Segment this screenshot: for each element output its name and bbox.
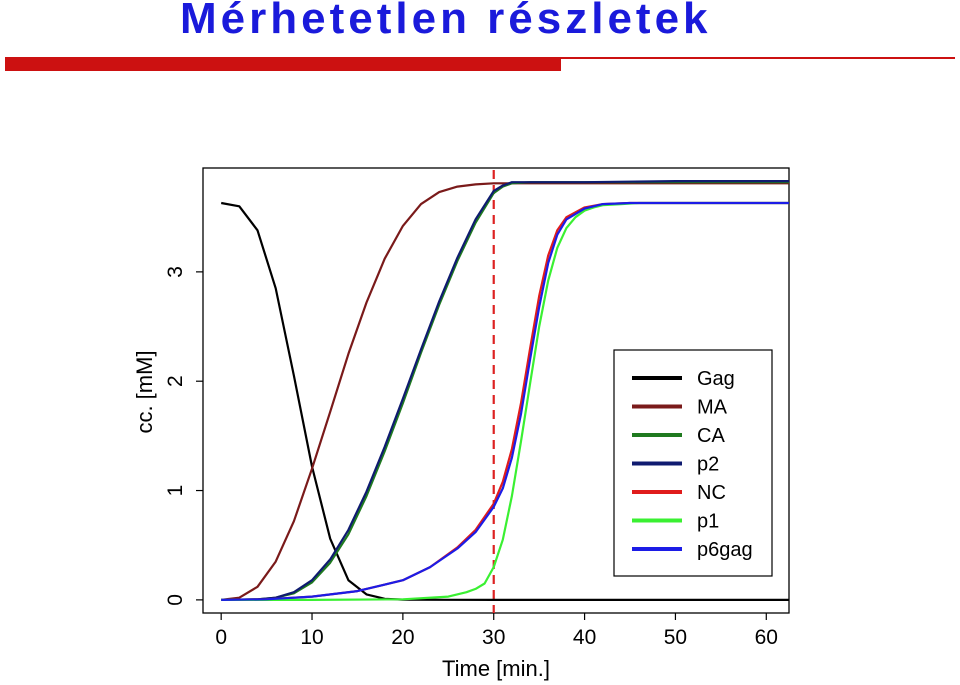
series-layer [221, 180, 789, 601]
x-axis-label: Time [min.] [442, 656, 550, 681]
legend-label-p6gag: p6gag [697, 539, 753, 561]
legend-label-nc: NC [697, 482, 726, 504]
legend-label-ca: CA [697, 425, 725, 447]
title-underline-thick [5, 57, 561, 71]
x-tick-label: 20 [391, 626, 414, 649]
series-line-p6gag [221, 201, 789, 601]
axes: 0 10 20 30 40 50 60 0 1 2 3 [164, 266, 778, 649]
series-line-gag [221, 201, 789, 601]
slide-title: Mérhetetlen részletek [180, 0, 712, 43]
y-tick-label: 0 [164, 594, 187, 606]
legend: Gag MA CA p2 NC p1 p6gag [613, 349, 773, 577]
y-tick-label: 3 [164, 266, 187, 278]
plot-frame [202, 167, 790, 614]
x-tick-label: 60 [755, 626, 778, 649]
legend-label-p1: p1 [697, 511, 719, 533]
legend-label-ma: MA [697, 397, 728, 419]
x-tick-label: 30 [482, 626, 505, 649]
x-tick-label: 40 [573, 626, 596, 649]
x-tick-label: 0 [215, 626, 227, 649]
x-tick-label: 10 [300, 626, 323, 649]
y-axis-label: cc. [mM] [132, 350, 157, 433]
y-tick-label: 2 [164, 375, 187, 387]
series-line-p2 [221, 180, 789, 601]
y-tick-label: 1 [164, 485, 187, 497]
x-tick-label: 50 [664, 626, 687, 649]
title-underline-thin [561, 57, 955, 59]
legend-label-gag: Gag [697, 368, 735, 390]
legend-label-p2: p2 [697, 454, 719, 476]
